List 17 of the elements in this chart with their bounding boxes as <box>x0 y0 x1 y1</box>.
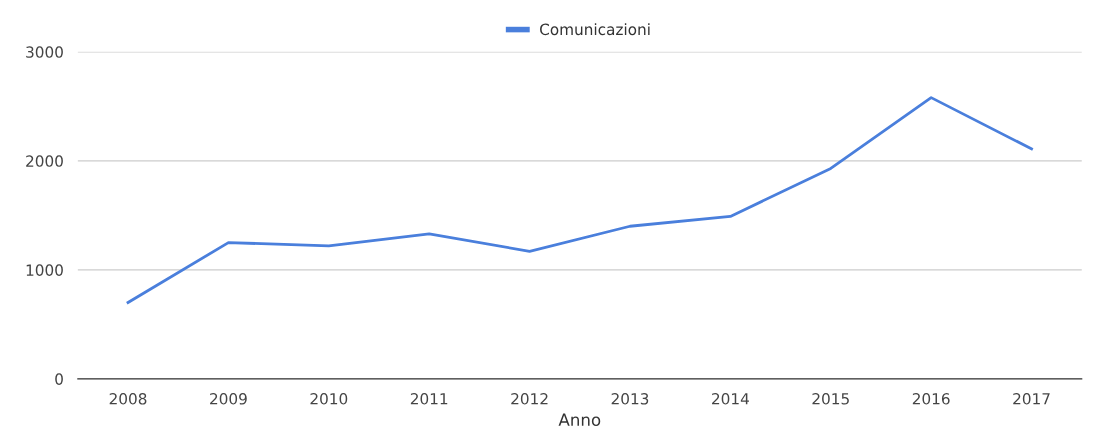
x-tick-label: 2011 <box>410 393 448 405</box>
x-axis-title: Anno <box>558 413 601 426</box>
x-tick-label: 2008 <box>109 393 147 405</box>
x-tick-label: 2009 <box>210 393 247 405</box>
y-tick-label: 3000 <box>26 46 63 58</box>
y-tick-label: 2000 <box>26 155 63 167</box>
x-tick-label: 2014 <box>712 393 749 405</box>
y-tick-label: 0 <box>55 373 63 385</box>
x-tick-label: 2015 <box>812 393 849 405</box>
x-tick-label: 2012 <box>511 393 548 405</box>
x-tick-label: 2010 <box>310 393 348 405</box>
x-tick-label: 2016 <box>912 393 950 405</box>
legend-label: Comunicazioni <box>540 23 650 36</box>
y-tick-label: 1000 <box>26 264 63 276</box>
x-tick-label: 2013 <box>611 393 649 405</box>
line-series <box>126 96 1033 304</box>
x-tick-label: 2017 <box>1013 393 1050 405</box>
